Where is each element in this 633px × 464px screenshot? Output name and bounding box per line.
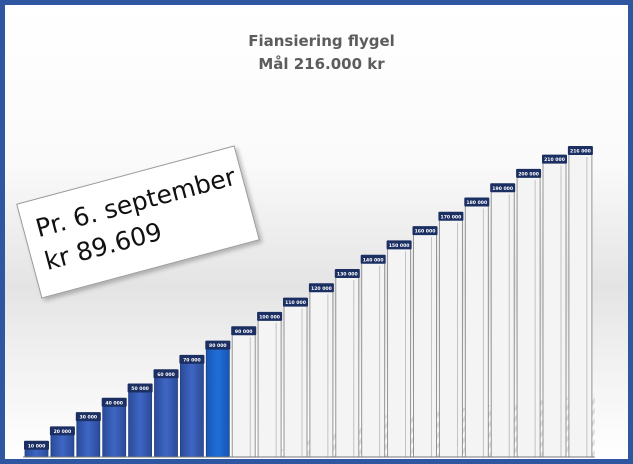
bar-label-bg (386, 240, 412, 250)
bar (413, 227, 437, 458)
bar (283, 299, 308, 458)
bar-label-bg (231, 326, 257, 336)
bar (205, 342, 230, 458)
bar-label: 10 000 (28, 443, 46, 449)
bar-label: 130 000 (337, 272, 358, 278)
bar-label: 60 000 (157, 372, 175, 378)
bar-label-bg (49, 426, 75, 436)
bar (568, 147, 593, 458)
bar-label-bg (438, 211, 464, 221)
bar (231, 327, 256, 458)
bar-chart: 10 000 20 000 30 000 40 000 50 000 60 000 70 0… (23, 146, 595, 458)
chart-title: Fiansiering flygel (248, 32, 395, 50)
bar-label: 200 000 (518, 172, 539, 178)
bar-label: 150 000 (389, 243, 410, 249)
bar-label: 140 000 (363, 257, 384, 263)
bar (102, 399, 127, 458)
bar-label-bg (205, 340, 231, 350)
bar-label: 80 000 (209, 343, 227, 349)
bar-label: 120 000 (311, 286, 332, 292)
bar-label: 20 000 (54, 429, 72, 435)
chart-subtitle: Mål 216.000 kr (258, 55, 385, 73)
bar-label: 70 000 (183, 358, 201, 364)
bar-label: 170 000 (441, 214, 462, 220)
bar-label-bg (283, 297, 308, 307)
bar-label-bg (308, 283, 334, 293)
bar-label: 90 000 (235, 329, 253, 335)
bar (335, 270, 360, 458)
bar-label-bg (412, 226, 438, 236)
bar (128, 385, 152, 458)
bar-label-bg (257, 311, 283, 321)
bar-label-bg (360, 254, 386, 264)
bar-label-bg (127, 383, 153, 393)
bar-label-bg (542, 154, 567, 164)
bar-label: 190 000 (492, 186, 513, 192)
bar (179, 356, 204, 458)
bar-label-bg (490, 183, 516, 193)
bar (361, 256, 386, 458)
bar (257, 313, 282, 458)
bar-label: 30 000 (80, 415, 98, 421)
bar (154, 370, 178, 458)
bar (516, 170, 541, 458)
bar-label: 100 000 (259, 315, 280, 321)
bar-label-bg (24, 440, 49, 450)
bar-label: 216 000 (570, 149, 591, 155)
bar (309, 284, 334, 458)
bar-label: 180 000 (466, 200, 487, 206)
bar (464, 199, 489, 458)
bar-label: 160 000 (415, 229, 436, 235)
bar-label-bg (179, 354, 205, 364)
bar-label-bg (464, 197, 490, 207)
bar-label-bg (153, 369, 179, 379)
bar (438, 213, 463, 458)
bar-label-bg (334, 269, 360, 278)
bar (542, 156, 567, 458)
bar-label: 40 000 (105, 400, 123, 406)
bar-label: 210 000 (544, 157, 565, 163)
bar-label-bg (516, 168, 542, 178)
bar (490, 184, 515, 458)
bar-label-bg (101, 397, 127, 407)
bar-label: 110 000 (285, 300, 306, 306)
bar (387, 241, 412, 458)
bar-label: 50 000 (131, 386, 149, 392)
bar-label-bg (75, 412, 101, 422)
bar-label-bg (567, 146, 593, 155)
